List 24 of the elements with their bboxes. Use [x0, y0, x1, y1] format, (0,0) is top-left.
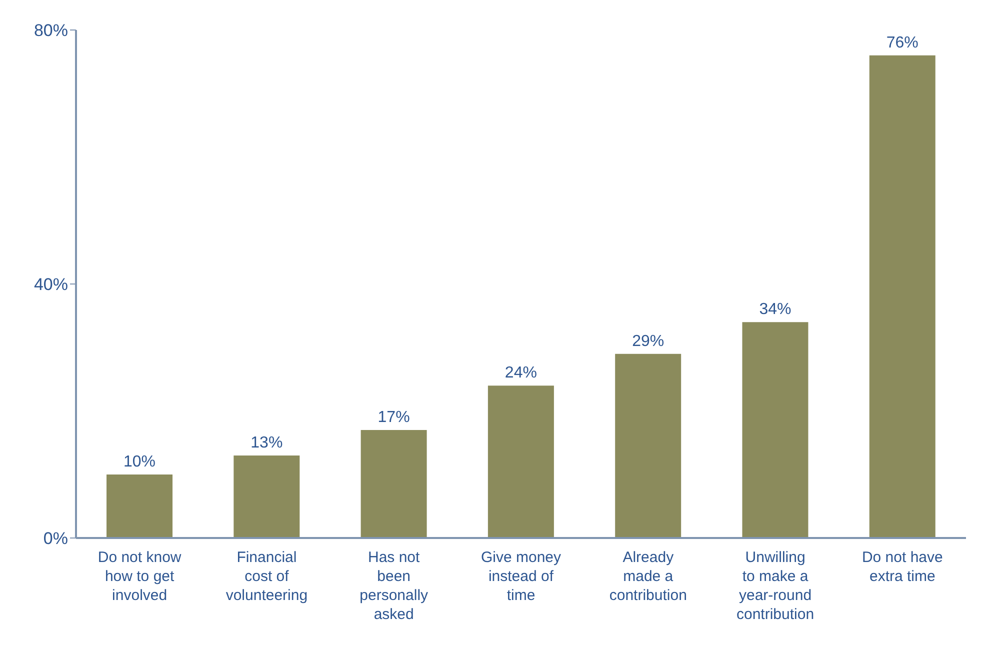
data-label: 34%: [759, 301, 792, 318]
data-label: 24%: [504, 364, 537, 382]
x-tick-label: Do not have extra time: [862, 549, 943, 585]
x-tick-label: Unwilling to make a year-round contribution: [736, 549, 814, 623]
bar: [869, 55, 936, 538]
data-label: 17%: [378, 409, 410, 426]
x-tick-label: Give money instead of time: [480, 549, 562, 604]
y-tick-label: 0%: [43, 529, 68, 548]
x-tick-label: Has not been personally asked: [360, 549, 429, 623]
bar: [615, 354, 682, 538]
data-label: 10%: [124, 454, 156, 470]
y-tick-label: 80%: [34, 21, 68, 40]
data-label: 29%: [632, 332, 664, 350]
data-label: 13%: [250, 434, 283, 452]
bar: [234, 455, 300, 538]
bar: [360, 430, 427, 538]
bar: [106, 474, 173, 538]
bar: [488, 386, 554, 538]
y-tick-label: 40%: [34, 275, 68, 294]
x-tick-label: Financial cost of volunteering: [226, 549, 308, 604]
x-tick-label: Already made a contribution: [609, 549, 687, 604]
bar: [742, 322, 808, 538]
x-tick-label: Do not know how to get involved: [98, 549, 182, 604]
data-label: 76%: [886, 34, 918, 52]
